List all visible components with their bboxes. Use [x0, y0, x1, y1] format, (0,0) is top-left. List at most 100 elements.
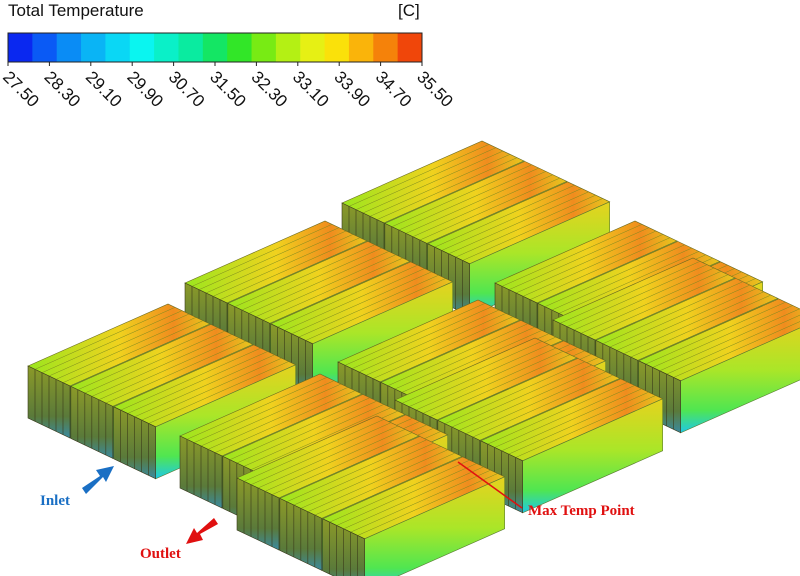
cell-line	[193, 380, 335, 443]
cell-line	[212, 234, 354, 297]
cell-line	[127, 351, 268, 414]
cell-line	[501, 224, 643, 287]
cell-line	[105, 340, 246, 404]
cell-line	[501, 388, 642, 452]
color-band	[251, 33, 277, 62]
cell-line	[448, 191, 589, 255]
colorbar-unit: [C]	[398, 1, 420, 20]
cell-line	[264, 429, 406, 492]
cell-line	[148, 361, 289, 424]
cell-line	[329, 459, 470, 523]
cell-line	[419, 177, 560, 241]
cell-line	[623, 291, 764, 354]
cell-line	[219, 237, 361, 300]
cell-line	[98, 337, 239, 400]
cell-line	[566, 264, 708, 327]
cell-line	[441, 188, 582, 251]
cell-line	[62, 320, 204, 383]
cell-line	[286, 439, 427, 502]
colorbar-title: Total Temperature	[8, 1, 144, 20]
tick-label: 31.50	[206, 67, 250, 111]
color-band	[56, 33, 82, 62]
cell-line	[344, 303, 486, 366]
cell-line	[307, 449, 448, 512]
cell-line	[236, 400, 377, 464]
color-band	[397, 33, 423, 62]
cell-line	[508, 391, 649, 455]
cell-line	[362, 150, 504, 214]
cell-line	[609, 284, 750, 348]
cell-line	[408, 344, 550, 407]
cell-line	[41, 310, 183, 373]
cell-line	[394, 326, 535, 390]
tick-label: 29.90	[123, 67, 167, 111]
cell-line	[559, 261, 701, 324]
cell-line	[508, 227, 650, 290]
colorbar: 27.5028.3029.1029.9030.7031.5032.3033.10…	[0, 32, 457, 111]
cell-line	[141, 357, 282, 421]
cell-line	[350, 469, 491, 533]
tick-label: 34.70	[372, 67, 416, 111]
max-point-label: Max Temp Point	[528, 503, 635, 519]
color-band	[105, 33, 131, 62]
cell-line	[529, 237, 671, 300]
cell-line	[645, 301, 786, 365]
cell-line	[248, 251, 389, 314]
cell-line	[673, 321, 800, 378]
cell-line	[207, 387, 349, 450]
cell-line	[343, 466, 484, 530]
cell-line	[412, 174, 553, 237]
outlet-label: Outlet	[140, 546, 181, 562]
cell-line	[298, 274, 439, 338]
color-band	[32, 33, 58, 62]
cell-line	[314, 452, 455, 516]
cell-line	[587, 274, 729, 337]
cell-line	[659, 308, 800, 372]
cell-line	[462, 198, 603, 261]
cell-line	[355, 147, 497, 210]
cell-line	[405, 171, 546, 234]
cell-line	[243, 419, 385, 482]
cell-line	[551, 247, 692, 311]
cell-line	[250, 422, 392, 485]
cell-line	[284, 268, 425, 331]
color-band	[129, 33, 155, 62]
cell-line	[369, 154, 511, 217]
cell-line	[580, 271, 722, 334]
cell-line	[234, 244, 375, 307]
cell-line	[415, 347, 557, 411]
cell-line	[48, 313, 190, 377]
cell-line	[255, 254, 396, 317]
cell-line	[666, 314, 800, 375]
cell-line	[422, 351, 564, 414]
tick-label: 30.70	[165, 67, 209, 111]
tick-label: 35.50	[413, 67, 457, 111]
color-band	[324, 33, 350, 62]
cell-line	[573, 267, 715, 331]
cell-line	[229, 397, 370, 460]
cell-line	[472, 374, 613, 438]
cell-line	[451, 364, 592, 428]
cell-line	[262, 257, 403, 321]
cell-line	[55, 317, 197, 380]
cell-line	[401, 341, 543, 404]
cell-line	[616, 288, 757, 351]
cell-line	[357, 473, 498, 536]
cell-line	[444, 361, 585, 424]
tick-label: 33.90	[330, 67, 374, 111]
color-band	[373, 33, 399, 62]
outlet-arrow	[186, 518, 218, 544]
cell-line	[429, 354, 571, 417]
cell-line	[515, 395, 656, 458]
color-band	[8, 33, 33, 62]
cell-line	[271, 432, 413, 495]
tick-label: 29.10	[82, 67, 126, 111]
cell-line	[522, 234, 664, 297]
cell-line	[351, 306, 493, 369]
tick-label: 32.30	[248, 67, 292, 111]
cell-line	[376, 157, 518, 220]
cell-line	[487, 381, 628, 445]
cell-line	[365, 313, 507, 376]
cell-line	[134, 354, 275, 418]
